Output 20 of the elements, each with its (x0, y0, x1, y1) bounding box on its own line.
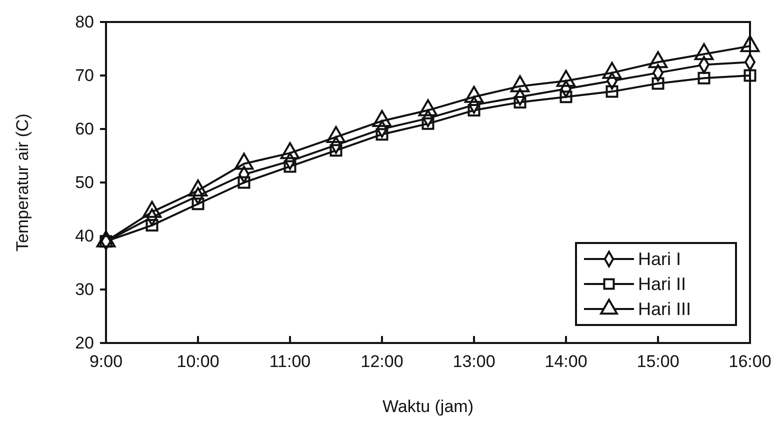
x-tick-label: 13:00 (452, 352, 496, 372)
y-tick-label: 40 (75, 226, 94, 246)
x-tick-label: 10:00 (176, 352, 220, 372)
x-tick-label: 11:00 (269, 352, 311, 372)
y-tick-label: 70 (75, 66, 94, 85)
x-tick-label: 9:00 (89, 352, 123, 372)
y-tick-label: 60 (75, 119, 94, 138)
y-axis-title: Temperatur air (C) (13, 114, 32, 252)
x-tick-label: 16:00 (728, 352, 772, 372)
y-tick-label: 50 (75, 172, 94, 192)
x-tick-label: 12:00 (360, 352, 404, 372)
y-tick-label: 80 (75, 12, 94, 32)
x-tick-label: 15:00 (636, 352, 680, 372)
x-axis-title: Waktu (jam) (382, 397, 474, 416)
y-tick-label: 20 (75, 333, 94, 352)
legend-label: Hari I (638, 249, 682, 269)
y-tick-label: 30 (75, 280, 94, 299)
legend-label: Hari III (638, 299, 692, 319)
x-tick-label: 14:00 (544, 352, 588, 372)
legend-label: Hari II (638, 274, 686, 294)
